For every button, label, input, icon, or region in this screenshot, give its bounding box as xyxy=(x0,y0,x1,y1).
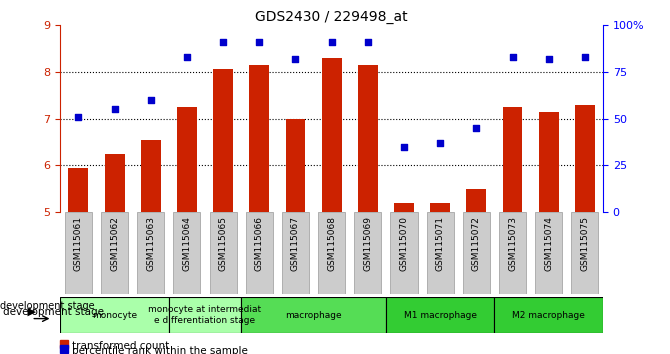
Text: GSM115067: GSM115067 xyxy=(291,216,300,272)
Text: GSM115071: GSM115071 xyxy=(436,216,445,272)
Text: development stage: development stage xyxy=(3,307,105,316)
Point xyxy=(580,54,590,59)
Bar xyxy=(394,203,414,212)
Bar xyxy=(285,119,306,212)
Text: M2 macrophage: M2 macrophage xyxy=(513,310,585,320)
Bar xyxy=(213,69,233,212)
Text: GSM115068: GSM115068 xyxy=(327,216,336,272)
FancyBboxPatch shape xyxy=(572,212,598,294)
Text: ▶: ▶ xyxy=(3,307,36,316)
Title: GDS2430 / 229498_at: GDS2430 / 229498_at xyxy=(255,10,408,24)
Point xyxy=(254,39,265,45)
FancyBboxPatch shape xyxy=(174,212,200,294)
Bar xyxy=(430,203,450,212)
Text: GSM115062: GSM115062 xyxy=(110,216,119,272)
FancyBboxPatch shape xyxy=(210,212,237,294)
Bar xyxy=(177,107,197,212)
Text: GSM115064: GSM115064 xyxy=(182,216,192,272)
Point xyxy=(471,125,482,131)
Text: GSM115065: GSM115065 xyxy=(218,216,228,272)
FancyBboxPatch shape xyxy=(386,297,494,333)
Text: macrophage: macrophage xyxy=(285,310,342,320)
Bar xyxy=(575,104,595,212)
Point xyxy=(182,54,192,59)
Bar xyxy=(539,112,559,212)
Text: GSM115070: GSM115070 xyxy=(399,216,409,272)
FancyBboxPatch shape xyxy=(169,297,241,333)
FancyBboxPatch shape xyxy=(101,212,128,294)
Point xyxy=(435,140,446,146)
Bar xyxy=(358,65,378,212)
Bar xyxy=(502,107,523,212)
FancyBboxPatch shape xyxy=(427,212,454,294)
Text: GSM115075: GSM115075 xyxy=(580,216,590,272)
Text: GSM115073: GSM115073 xyxy=(508,216,517,272)
FancyBboxPatch shape xyxy=(282,212,309,294)
Point xyxy=(109,106,120,112)
Text: GSM115061: GSM115061 xyxy=(74,216,83,272)
Bar xyxy=(322,58,342,212)
Text: monocyte at intermediat
e differentiation stage: monocyte at intermediat e differentiatio… xyxy=(149,306,261,325)
Point xyxy=(543,56,554,61)
FancyBboxPatch shape xyxy=(60,297,169,333)
Point xyxy=(145,97,156,103)
Text: percentile rank within the sample: percentile rank within the sample xyxy=(72,346,248,354)
Text: GSM115074: GSM115074 xyxy=(544,216,553,272)
FancyBboxPatch shape xyxy=(499,212,526,294)
FancyBboxPatch shape xyxy=(241,297,386,333)
Text: M1 macrophage: M1 macrophage xyxy=(404,310,476,320)
Bar xyxy=(105,154,125,212)
FancyBboxPatch shape xyxy=(246,212,273,294)
Text: GSM115072: GSM115072 xyxy=(472,216,481,272)
FancyBboxPatch shape xyxy=(354,212,381,294)
FancyBboxPatch shape xyxy=(65,212,92,294)
Bar xyxy=(68,168,88,212)
Bar xyxy=(466,189,486,212)
FancyBboxPatch shape xyxy=(391,212,417,294)
Text: GSM115069: GSM115069 xyxy=(363,216,373,272)
Point xyxy=(218,39,228,45)
Bar xyxy=(249,65,269,212)
Point xyxy=(399,144,409,149)
Text: GSM115063: GSM115063 xyxy=(146,216,155,272)
FancyBboxPatch shape xyxy=(463,212,490,294)
Point xyxy=(326,39,337,45)
Bar xyxy=(141,140,161,212)
Point xyxy=(507,54,518,59)
Text: monocyte: monocyte xyxy=(92,310,137,320)
FancyBboxPatch shape xyxy=(137,212,164,294)
Text: transformed count: transformed count xyxy=(72,341,169,351)
Point xyxy=(362,39,373,45)
FancyBboxPatch shape xyxy=(318,212,345,294)
FancyBboxPatch shape xyxy=(535,212,562,294)
Point xyxy=(73,114,84,120)
FancyBboxPatch shape xyxy=(494,297,603,333)
Point xyxy=(290,56,301,61)
Text: GSM115066: GSM115066 xyxy=(255,216,264,272)
Text: development stage: development stage xyxy=(0,301,94,311)
